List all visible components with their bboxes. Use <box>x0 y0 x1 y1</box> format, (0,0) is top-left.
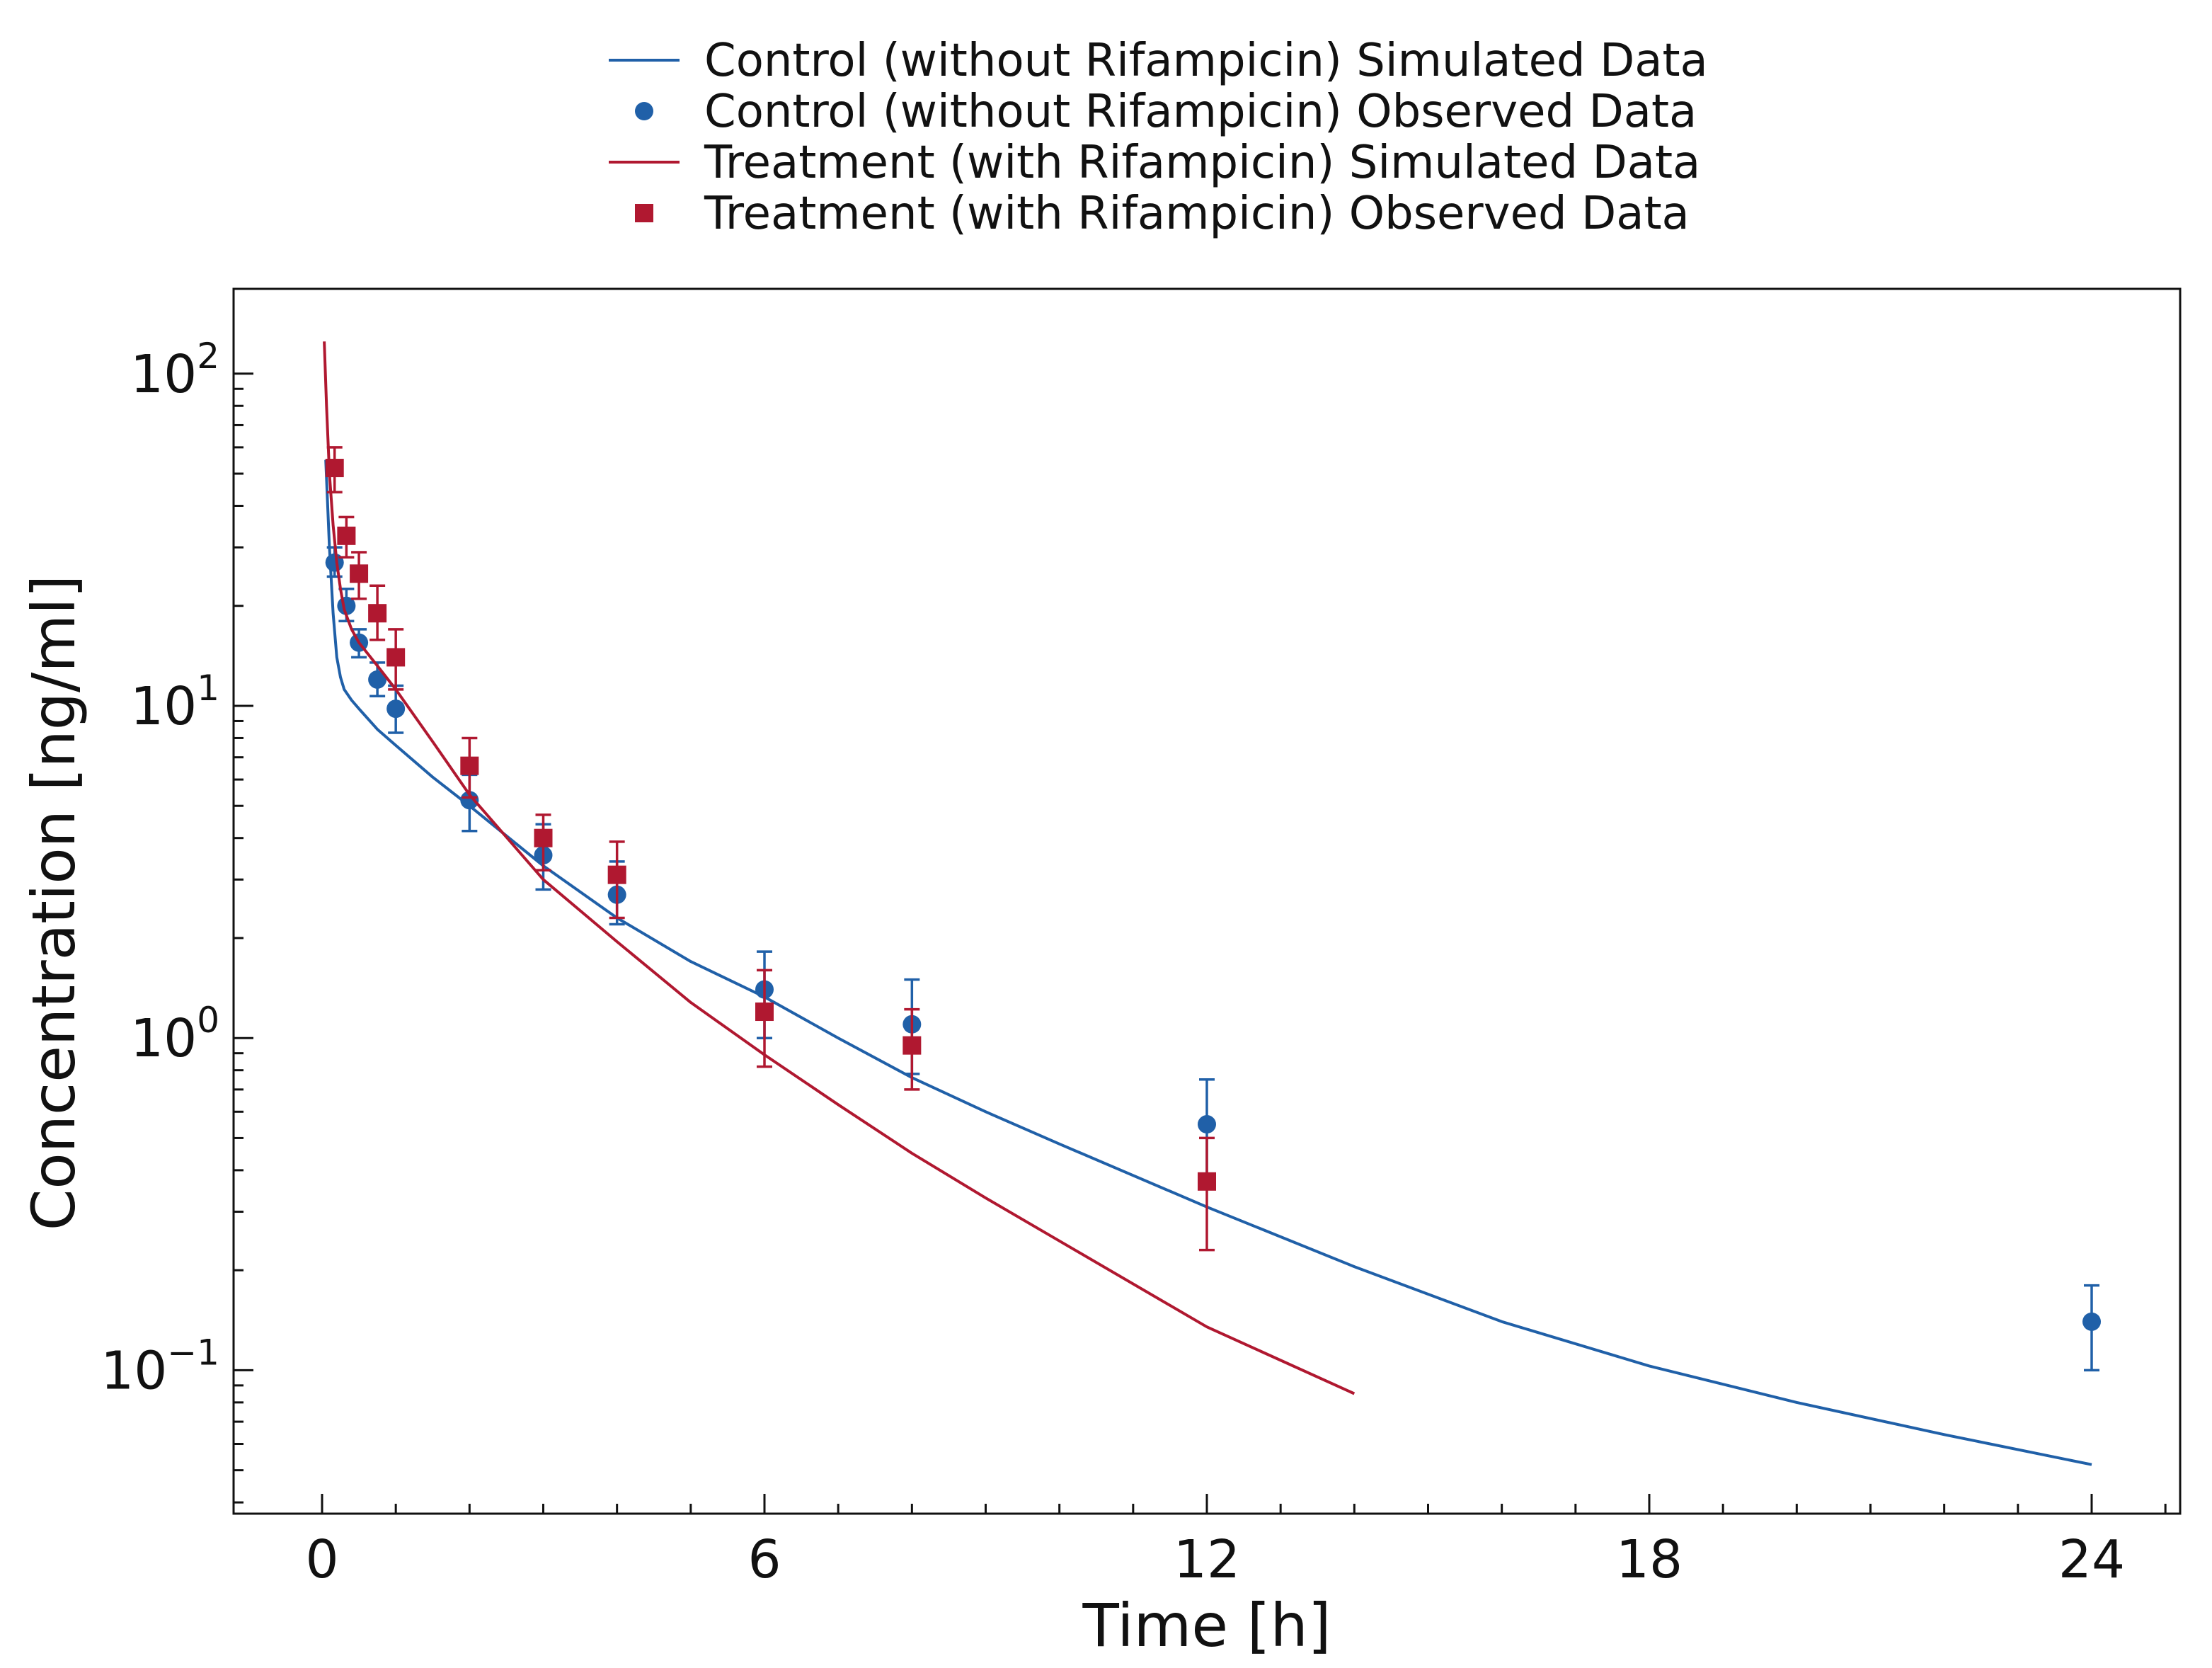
y-tick-label: 101 <box>130 668 219 737</box>
data-point <box>325 459 344 478</box>
legend-label: Treatment (with Rifampicin) Simulated Da… <box>704 137 1700 189</box>
data-point <box>1198 1172 1216 1191</box>
y-tick-label-base: 10 <box>130 344 197 405</box>
x-tick-label: 6 <box>747 1529 781 1590</box>
legend-item: Treatment (with Rifampicin) Observed Dat… <box>635 188 1690 240</box>
legend-label: Control (without Rifampicin) Observed Da… <box>704 86 1697 138</box>
x-tick-label: 0 <box>305 1529 338 1590</box>
data-point <box>460 756 479 775</box>
y-tick-label: 10−1 <box>101 1332 219 1401</box>
data-point <box>350 564 369 583</box>
chart-legend: Control (without Rifampicin) Simulated D… <box>609 35 1708 240</box>
y-tick-label-exponent: 2 <box>197 336 219 377</box>
x-tick-label: 18 <box>1616 1529 1683 1590</box>
y-tick-label-exponent: 1 <box>197 668 219 709</box>
legend-label: Treatment (with Rifampicin) Observed Dat… <box>704 188 1690 240</box>
data-point <box>902 1036 922 1055</box>
data-point <box>1198 1115 1216 1134</box>
data-point <box>368 604 387 623</box>
x-axis-title: Time [h] <box>1082 1591 1331 1660</box>
plot-area <box>323 341 2101 1466</box>
legend-label: Control (without Rifampicin) Simulated D… <box>704 35 1708 87</box>
data-point <box>386 699 406 719</box>
data-point <box>337 526 356 545</box>
y-axis-title: Concentration [ng/ml] <box>19 575 88 1231</box>
y-tick-label-base: 10 <box>130 676 197 737</box>
y-tick-label-exponent: −1 <box>167 1332 219 1373</box>
x-axis: 0 6 12 18 24 <box>305 1494 2167 1590</box>
legend-item: Control (without Rifampicin) Observed Da… <box>635 86 1697 138</box>
data-point <box>386 648 406 667</box>
legend-item: Control (without Rifampicin) Simulated D… <box>609 35 1708 87</box>
series-line-2 <box>323 341 1356 1395</box>
x-tick-label: 12 <box>1174 1529 1240 1590</box>
data-point <box>607 865 626 884</box>
data-point <box>460 791 479 810</box>
x-tick-label: 24 <box>2058 1529 2125 1590</box>
legend-swatch-marker <box>635 204 653 222</box>
data-point <box>2082 1312 2101 1331</box>
legend-item: Treatment (with Rifampicin) Simulated Da… <box>609 137 1700 189</box>
y-tick-label: 102 <box>130 336 219 405</box>
y-tick-label-exponent: 0 <box>197 1000 219 1041</box>
y-tick-label-base: 10 <box>130 1008 197 1069</box>
data-point <box>368 670 387 689</box>
legend-swatch-marker <box>635 102 653 120</box>
y-tick-label-base: 10 <box>101 1340 167 1401</box>
data-point <box>534 828 553 847</box>
data-point <box>755 1002 774 1022</box>
y-tick-label: 100 <box>130 1000 219 1069</box>
